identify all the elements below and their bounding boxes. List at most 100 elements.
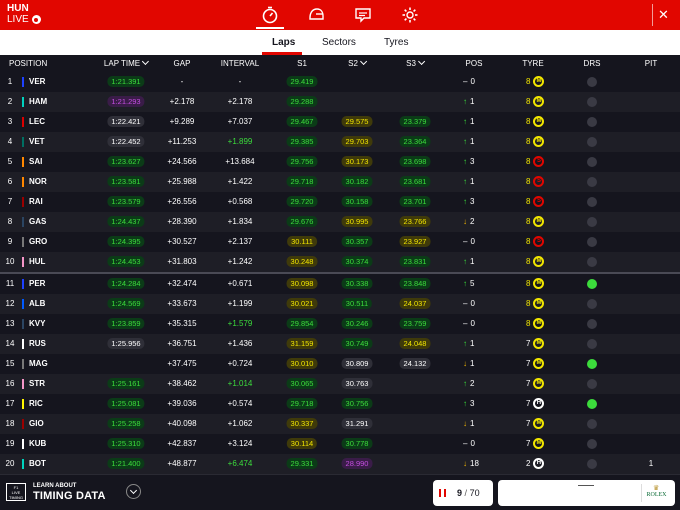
settings-icon[interactable] — [400, 5, 420, 25]
arrow-up-icon: ↑ — [463, 137, 467, 146]
driver-code[interactable]: KVY — [29, 319, 46, 328]
driver-code[interactable]: GAS — [29, 217, 47, 226]
lap-time-cell: 1:24.569 — [107, 294, 145, 314]
chat-icon[interactable] — [353, 5, 373, 25]
driver-code[interactable]: HUL — [29, 257, 46, 266]
table-row[interactable]: 12 ALB 1:24.569 +33.673 +1.199 30.021 30.511 24… — [0, 294, 680, 314]
arrow-up-icon: ↑ — [463, 279, 467, 288]
table-row[interactable]: 20 BOT 1:21.400 +48.877 +6.474 29.331 28.990 ↓ 1… — [0, 454, 680, 474]
sector-3-time: 23.766 — [399, 216, 431, 228]
table-row[interactable]: 18 GIO 1:25.258 +40.098 +1.062 30.337 31.291 ↓ 1… — [0, 414, 680, 434]
sector-3-time-cell: 23.364 — [399, 132, 431, 152]
driver-code[interactable]: ALB — [29, 299, 46, 308]
sector-2-time: 30.763 — [341, 378, 373, 390]
team-color-bar — [22, 117, 24, 127]
team-color-bar — [22, 319, 24, 329]
sector-1-time-cell: 29.854 — [286, 314, 318, 334]
tyre-age: 8 — [526, 237, 531, 246]
interval-value: +0.671 — [227, 279, 253, 288]
driver-code[interactable]: STR — [29, 379, 45, 388]
tab-laps[interactable]: Laps — [272, 37, 296, 48]
header-s1[interactable]: S1 — [297, 59, 307, 68]
header-interval[interactable]: INTERVAL — [220, 59, 260, 68]
driver-code[interactable]: MAG — [29, 359, 48, 368]
row-position: 1 — [7, 77, 13, 86]
table-row[interactable]: 3 LEC 1:22.421 +9.289 +7.037 29.467 29.575 23.3… — [0, 112, 680, 132]
expand-chevron-button[interactable] — [126, 484, 141, 499]
interval-value: +1.014 — [227, 379, 253, 388]
header-tyre[interactable]: TYRE — [522, 59, 544, 68]
header-pit[interactable]: PIT — [644, 59, 658, 68]
lap-time-cell: 1:23.579 — [107, 192, 145, 212]
row-position: 8 — [7, 217, 13, 226]
sector-1-time: 29.419 — [286, 76, 318, 88]
team-color-bar — [22, 439, 24, 449]
header-pos[interactable]: POS — [465, 59, 483, 68]
arrow-down-icon: ↓ — [463, 359, 467, 368]
table-row[interactable]: 7 RAI 1:23.579 +26.556 +0.568 29.720 30.158 23.… — [0, 192, 680, 212]
drs-indicator-icon — [587, 298, 597, 309]
table-row[interactable]: 14 RUS 1:25.956 +36.751 +1.436 31.159 30.749 24… — [0, 334, 680, 354]
helmet-icon[interactable] — [306, 5, 326, 25]
driver-code[interactable]: GIO — [29, 419, 44, 428]
driver-code[interactable]: RUS — [29, 339, 46, 348]
driver-code[interactable]: GRO — [29, 237, 48, 246]
table-row[interactable]: 11 PER 1:24.284 +32.474 +0.671 30.098 30.338 23… — [0, 274, 680, 294]
table-row[interactable]: 16 STR 1:25.161 +38.462 +1.014 30.065 30.763 ↑ 2… — [0, 374, 680, 394]
header-s3[interactable]: S3 — [406, 57, 425, 68]
header-position[interactable]: POSITION — [9, 59, 48, 68]
tab-sectors[interactable]: Sectors — [322, 37, 356, 48]
driver-code[interactable]: SAI — [29, 157, 43, 166]
driver-code[interactable]: VER — [29, 77, 46, 86]
table-row[interactable]: 19 KUB 1:25.310 +42.837 +3.124 30.114 30.778 –0… — [0, 434, 680, 454]
header-lap-time[interactable]: LAP TIME — [104, 57, 150, 68]
driver-code[interactable]: PER — [29, 279, 46, 288]
table-row[interactable]: 6 NOR 1:23.581 +25.988 +1.422 29.718 30.182 23.… — [0, 172, 680, 192]
table-row[interactable]: 10 HUL 1:24.453 +31.803 +1.242 30.248 30.374 23… — [0, 252, 680, 272]
position-change-value: 1 — [470, 117, 475, 126]
lap-time-cell: 1:25.161 — [107, 374, 145, 394]
timing-data-label[interactable]: TIMING DATA — [33, 490, 106, 502]
tyre-age: 8 — [526, 197, 531, 206]
close-button[interactable]: ✕ — [652, 4, 674, 26]
lap-time-cell: 1:22.452 — [107, 132, 145, 152]
sector-1-time: 30.098 — [286, 278, 318, 290]
gap-value: +26.556 — [167, 197, 197, 206]
driver-code[interactable]: HAM — [29, 97, 48, 106]
sector-3-time-cell: 23.698 — [399, 152, 431, 172]
tyre-age: 8 — [526, 279, 531, 288]
table-row[interactable]: 1 VER 1:21.391 - - 29.419 –0 8 M — [0, 72, 680, 92]
gap-value: +9.289 — [169, 117, 195, 126]
stopwatch-icon[interactable] — [260, 5, 280, 25]
table-row[interactable]: 2 HAM 1:21.293 +2.178 +2.178 29.288 ↑ 1 8 M — [0, 92, 680, 112]
header-gap[interactable]: GAP — [173, 59, 191, 68]
table-row[interactable]: 4 VET 1:22.452 +11.253 +1.899 29.385 29.703 23.… — [0, 132, 680, 152]
pause-icon[interactable] — [439, 489, 446, 497]
drs-cell — [587, 274, 597, 294]
table-row[interactable]: 5 SAI 1:23.627 +24.566 +13.684 29.756 30.173 23… — [0, 152, 680, 172]
driver-code[interactable]: VET — [29, 137, 45, 146]
table-row[interactable]: 13 KVY 1:23.859 +35.315 +1.579 29.854 30.246 23… — [0, 314, 680, 334]
table-row[interactable]: 17 RIC 1:25.081 +39.036 +0.574 29.718 30.756 ↑ 3… — [0, 394, 680, 414]
driver-code[interactable]: NOR — [29, 177, 47, 186]
sector-1-time-cell: 29.419 — [286, 72, 318, 92]
driver-code[interactable]: RIC — [29, 399, 43, 408]
driver-code[interactable]: RAI — [29, 197, 43, 206]
row-position: 17 — [5, 399, 15, 408]
table-row[interactable]: 15 MAG +37.475 +0.724 30.010 30.809 24.132 ↓ 1 7 M — [0, 354, 680, 374]
sector-3-time: 23.701 — [399, 196, 431, 208]
tab-tyres[interactable]: Tyres — [384, 37, 409, 48]
drs-cell — [587, 112, 597, 132]
header-drs[interactable]: DRS — [583, 59, 601, 68]
sector-1-time: 29.854 — [286, 318, 318, 330]
header-s2[interactable]: S2 — [348, 57, 367, 68]
table-row[interactable]: 8 GAS 1:24.437 +28.390 +1.834 29.676 30.995 23.… — [0, 212, 680, 232]
table-row[interactable]: 9 GRO 1:24.395 +30.527 +2.137 30.111 30.357 23.… — [0, 232, 680, 252]
lap-time: 1:23.627 — [107, 156, 145, 168]
driver-code[interactable]: BOT — [29, 459, 46, 468]
driver-code[interactable]: KUB — [29, 439, 47, 448]
sector-3-time-cell: 23.766 — [399, 212, 431, 232]
drs-indicator-icon — [587, 278, 597, 289]
driver-code[interactable]: LEC — [29, 117, 45, 126]
